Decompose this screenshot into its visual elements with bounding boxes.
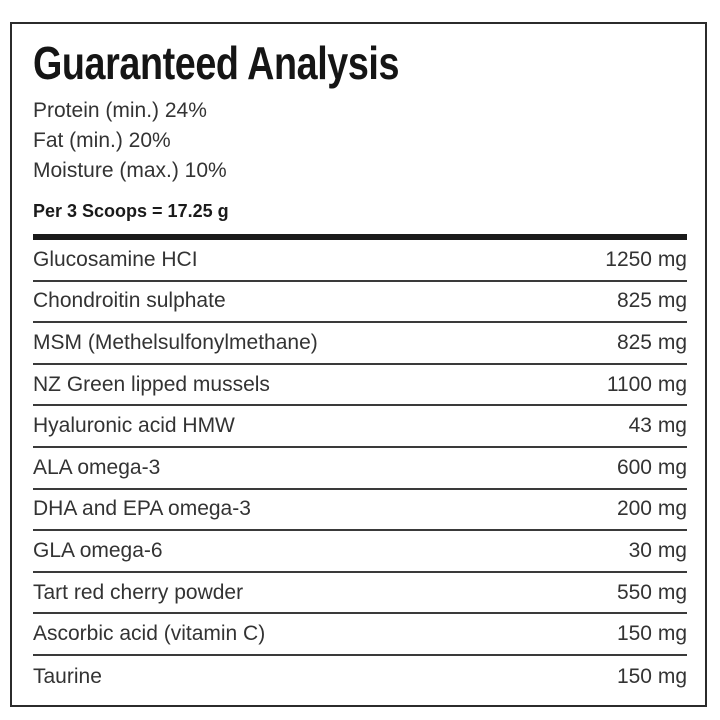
serving-size: Per 3 Scoops = 17.25 g (33, 201, 229, 221)
ingredient-amount: 30 mg (628, 538, 687, 562)
ingredient-name: DHA and EPA omega-3 (33, 497, 251, 521)
table-row: ALA omega-3 600 mg (33, 448, 687, 490)
ingredient-amount: 825 mg (616, 289, 687, 313)
ingredient-name: MSM (Methelsulfonylmethane) (33, 330, 318, 354)
ingredient-name: ALA omega-3 (33, 455, 161, 479)
ingredient-amount: 550 mg (616, 580, 687, 604)
ingredient-amount: 1250 mg (605, 247, 687, 271)
table-row: Glucosamine HCI 1250 mg (33, 240, 687, 282)
ingredient-amount: 1100 mg (606, 372, 687, 396)
table-row: Hyaluronic acid HMW 43 mg (33, 406, 687, 448)
ingredient-table: Glucosamine HCI 1250 mg Chondroitin sulpha… (33, 240, 687, 698)
ingredient-amount: 825 mg (616, 330, 687, 354)
table-row: Chondroitin sulphate 825 mg (33, 282, 687, 324)
guaranteed-analysis-list: Protein (min.) 24% Fat (min.) 20% Moistu… (33, 96, 227, 186)
ingredient-name: Tart red cherry powder (33, 580, 244, 604)
table-row: Taurine 150 mg (33, 656, 687, 698)
ingredient-name: Glucosamine HCI (33, 247, 198, 271)
ingredient-name: Taurine (33, 664, 102, 688)
ingredient-amount: 43 mg (628, 414, 687, 438)
table-row: DHA and EPA omega-3 200 mg (33, 490, 687, 532)
thick-divider (33, 234, 687, 240)
moisture-line: Moisture (max.) 10% (33, 159, 227, 182)
table-row: GLA omega-6 30 mg (33, 531, 687, 573)
table-row: Tart red cherry powder 550 mg (33, 573, 687, 615)
ingredient-name: Chondroitin sulphate (33, 289, 226, 313)
ingredient-amount: 150 mg (616, 664, 687, 688)
protein-line: Protein (min.) 24% (33, 99, 207, 122)
ingredient-amount: 150 mg (616, 622, 687, 646)
analysis-panel: Guaranteed Analysis Protein (min.) 24% F… (10, 22, 707, 707)
table-row: Ascorbic acid (vitamin C) 150 mg (33, 614, 687, 656)
table-row: MSM (Methelsulfonylmethane) 825 mg (33, 323, 687, 365)
ingredient-name: GLA omega-6 (33, 538, 163, 562)
ingredient-name: Hyaluronic acid HMW (33, 414, 235, 438)
panel-title: Guaranteed Analysis (33, 37, 400, 89)
table-row: NZ Green lipped mussels 1100 mg (33, 365, 687, 407)
ingredient-amount: 200 mg (616, 497, 687, 521)
fat-line: Fat (min.) 20% (33, 129, 171, 152)
ingredient-name: NZ Green lipped mussels (33, 372, 270, 396)
ingredient-name: Ascorbic acid (vitamin C) (33, 622, 266, 646)
ingredient-amount: 600 mg (616, 455, 687, 479)
